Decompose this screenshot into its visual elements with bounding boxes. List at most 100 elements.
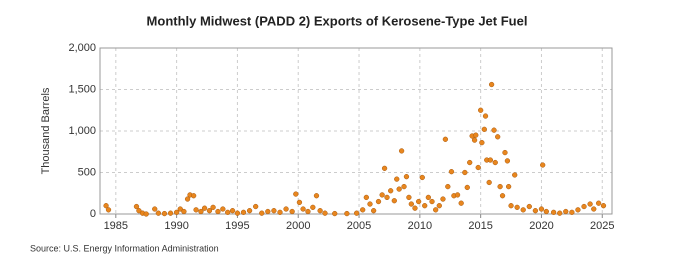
point — [391, 198, 397, 204]
point — [543, 208, 549, 215]
point — [344, 210, 350, 217]
x-tick-label: 2020 — [529, 220, 553, 232]
point — [152, 206, 158, 212]
y-tick-label: 500 — [78, 166, 96, 178]
point — [289, 208, 295, 215]
point — [396, 186, 402, 192]
point — [155, 210, 162, 216]
point — [508, 203, 514, 209]
point — [478, 107, 484, 113]
point — [433, 207, 439, 213]
point — [481, 126, 487, 132]
point — [201, 205, 208, 211]
point — [240, 209, 247, 215]
point — [353, 210, 360, 216]
point — [300, 206, 306, 212]
point — [514, 204, 520, 211]
point — [440, 196, 446, 202]
point — [467, 159, 473, 166]
point — [283, 206, 289, 212]
point — [600, 203, 607, 209]
point — [167, 210, 174, 216]
point — [422, 203, 428, 209]
point — [488, 81, 495, 88]
point — [499, 193, 506, 199]
point — [388, 188, 394, 194]
point — [475, 164, 481, 171]
point — [220, 206, 226, 212]
point — [497, 183, 503, 190]
point — [367, 201, 373, 207]
point — [520, 207, 526, 213]
point — [198, 208, 204, 215]
point — [177, 206, 183, 212]
x-tick-label: 1990 — [164, 220, 188, 232]
point — [246, 208, 253, 214]
point — [403, 174, 410, 180]
point — [464, 184, 470, 191]
point — [575, 207, 581, 213]
y-tick-label: 1,000 — [68, 125, 96, 137]
point — [482, 113, 489, 119]
point — [442, 136, 449, 142]
point — [253, 203, 259, 210]
point — [445, 183, 451, 190]
point — [502, 149, 508, 156]
point — [581, 203, 587, 210]
point — [412, 205, 418, 211]
point — [332, 210, 338, 217]
y-tick-label: 2,000 — [68, 42, 96, 54]
point — [487, 157, 494, 163]
point — [296, 199, 303, 206]
point — [563, 208, 569, 215]
point — [184, 196, 191, 202]
point — [215, 208, 221, 215]
point — [486, 179, 492, 186]
point — [381, 165, 388, 172]
point — [492, 159, 498, 166]
point — [448, 169, 455, 175]
x-tick-label: 2000 — [286, 220, 310, 232]
x-tick-label: 2025 — [590, 220, 614, 232]
point — [313, 193, 320, 199]
point — [454, 192, 461, 198]
point — [495, 134, 501, 140]
x-tick-label: 2015 — [468, 220, 492, 232]
point — [322, 210, 328, 216]
point — [458, 200, 464, 206]
point — [206, 208, 213, 214]
point — [398, 148, 405, 154]
point — [436, 203, 442, 209]
point — [532, 208, 539, 214]
point — [384, 194, 390, 201]
point — [161, 210, 168, 217]
point — [569, 209, 575, 215]
point — [193, 207, 199, 213]
point — [293, 191, 299, 197]
point — [512, 172, 518, 178]
point — [363, 194, 369, 201]
point — [419, 174, 425, 181]
point — [271, 208, 277, 214]
point — [360, 207, 366, 213]
point — [462, 169, 468, 176]
point — [591, 206, 597, 212]
point — [429, 198, 435, 205]
point — [225, 209, 231, 215]
y-axis-label: Thousand Barrels — [40, 87, 52, 174]
point — [375, 198, 382, 205]
point — [526, 203, 532, 210]
point — [310, 204, 316, 211]
point — [473, 132, 479, 138]
point — [408, 201, 414, 207]
point — [595, 200, 602, 206]
x-tick-label: 1985 — [104, 220, 128, 232]
point — [136, 208, 142, 214]
point — [415, 198, 422, 205]
point — [181, 208, 187, 215]
point — [370, 208, 377, 214]
point — [210, 204, 216, 211]
point — [317, 208, 323, 214]
point — [259, 210, 265, 216]
